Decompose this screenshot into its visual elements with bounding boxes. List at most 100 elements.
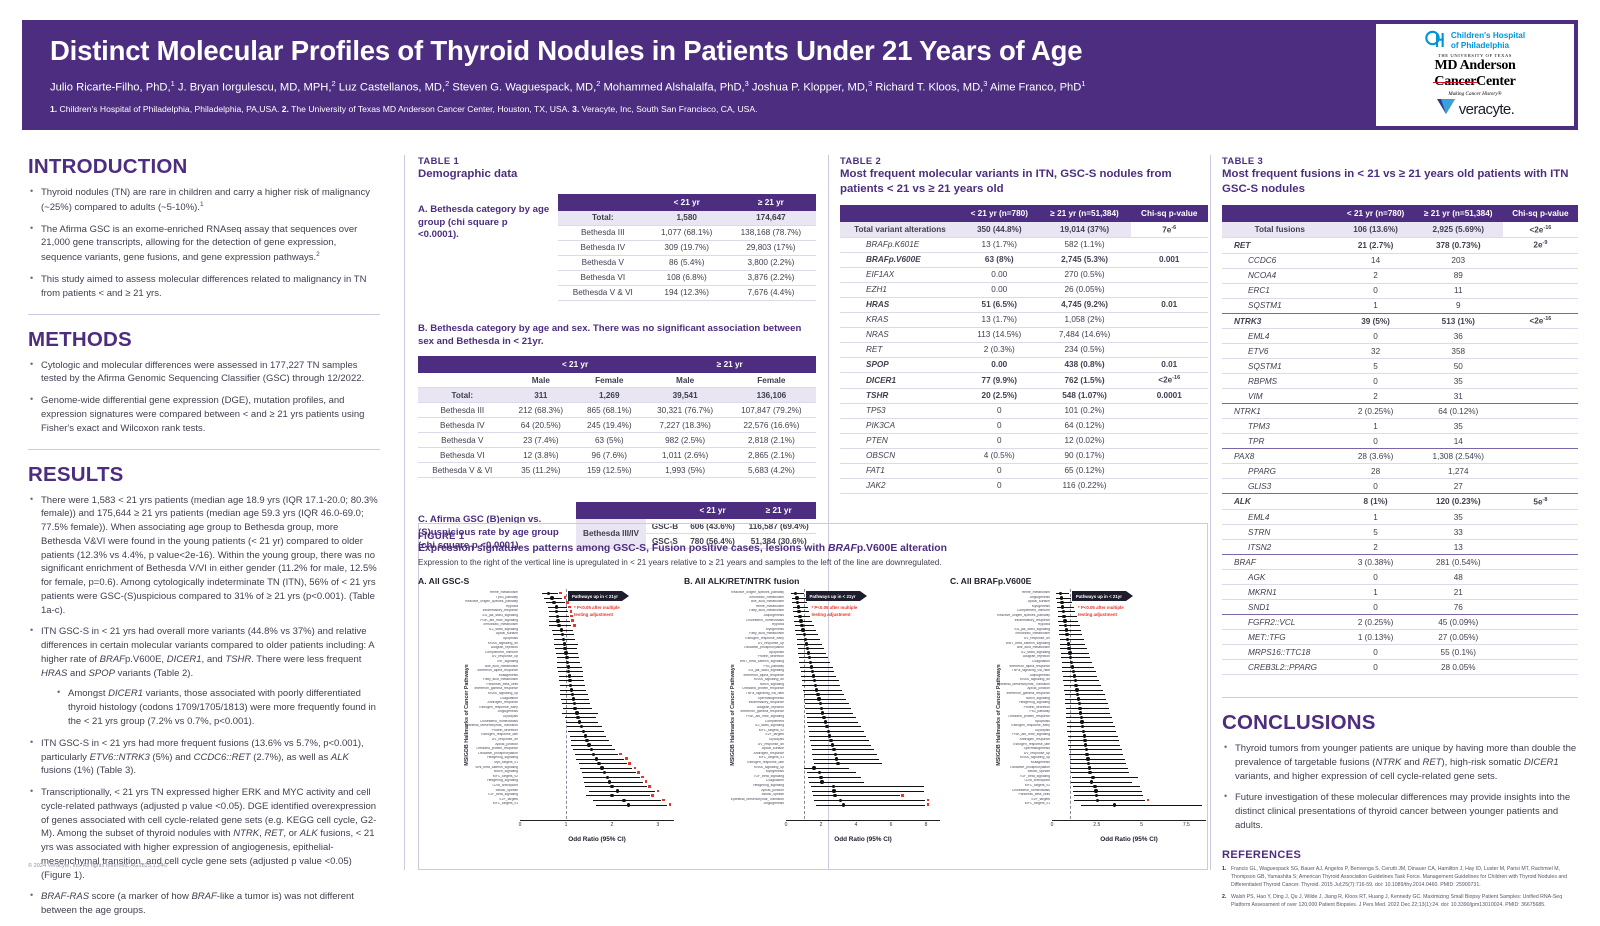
category-label: UV_response_dn [491, 738, 518, 741]
confidence-interval [800, 671, 835, 673]
point-estimate [602, 770, 607, 775]
panel-title: A. All GSC-S [418, 576, 470, 586]
cell-gene: TPM3 [1222, 418, 1338, 435]
point-estimate [1073, 678, 1077, 683]
point-estimate [817, 770, 821, 775]
column-table2: TABLE 2 Most frequent molecular variants… [840, 155, 1208, 494]
point-estimate [1086, 761, 1091, 766]
category-label: Myogenesis [765, 770, 784, 774]
banner-arrow-icon [859, 591, 867, 601]
point-estimate [793, 591, 798, 595]
confidence-interval [1062, 671, 1096, 673]
confidence-interval [558, 675, 584, 677]
confidence-interval [808, 726, 861, 728]
point-estimate [1071, 669, 1076, 674]
category-label: UV_response_up [757, 641, 784, 645]
cell: 136,106 [726, 387, 816, 404]
cell-gene: ITSN2 [1222, 539, 1338, 556]
forest-row [786, 623, 940, 628]
confidence-interval [812, 790, 925, 792]
table-row: SPOP 0.00 438 (0.8%) 0.01 [840, 357, 1208, 373]
confidence-interval [596, 804, 668, 806]
category-label: UV_response_up [1023, 751, 1050, 755]
confidence-interval [1074, 800, 1146, 801]
confidence-interval [566, 726, 602, 728]
cell-old: 36 [1413, 328, 1503, 345]
x-tick-labels: 0 2.5 5 7.5 [1051, 822, 1206, 832]
table3-kicker: TABLE 3 [1222, 155, 1264, 166]
point-estimate [610, 784, 614, 789]
confidence-interval [562, 703, 591, 705]
confidence-interval [801, 675, 837, 677]
table-row: MRPS16::TTC18 0 55 (0.1%) [1222, 644, 1578, 661]
category-label: Coagulation [499, 696, 518, 700]
category-label: Interferon_gamma_response [474, 687, 518, 691]
table-row-total: Total: 311 1,269 39,541 136,106 [418, 387, 816, 404]
table3: < 21 yr (n=780) ≥ 21 yr (n=51,384) Chi-s… [1222, 205, 1578, 676]
table-row: Bethesda III 212 (68.3%) 865 (68.1%) 30,321… [418, 402, 816, 419]
table-header-row: < 21 yr ≥ 21 yr [558, 193, 816, 211]
cell-young: 2 (0.25%) [1337, 614, 1414, 631]
confidence-interval [1060, 643, 1086, 645]
point-estimate [555, 614, 559, 618]
forest-row [520, 711, 674, 716]
significance-marker [570, 614, 573, 618]
cell: 30,321 (76.7%) [643, 402, 727, 419]
cell: 1,011 (2.6%) [643, 447, 727, 464]
category-label: Notch_signaling [759, 682, 784, 686]
cell-gene: ERC1 [1222, 283, 1338, 299]
forest-row [520, 660, 674, 665]
confidence-interval [1067, 735, 1118, 737]
category-label: Oxidative_phosphorylation [1010, 765, 1050, 769]
confidence-interval [1065, 708, 1109, 709]
confidence-interval [561, 698, 589, 700]
cell-pvalue: 0.01 [1130, 297, 1208, 313]
point-estimate [1076, 692, 1080, 697]
cell-pvalue [1502, 403, 1578, 420]
table-row: TP53 0 101 (0.2%) [840, 403, 1208, 419]
mda-center: Center [1476, 73, 1516, 89]
confidence-interval [1064, 689, 1104, 691]
category-label: Hedgehog_signaling [753, 783, 784, 787]
forest-row [520, 780, 674, 785]
confidence-interval [810, 744, 872, 746]
forest-row [786, 614, 940, 619]
confidence-interval [579, 767, 633, 769]
cell-pvalue [1130, 463, 1208, 479]
point-estimate [819, 775, 823, 779]
forest-row [520, 632, 674, 637]
forest-row [1052, 766, 1206, 771]
confidence-interval [557, 671, 583, 673]
point-estimate [569, 688, 574, 692]
significance-marker [648, 785, 651, 788]
table-row: NTRK1 2 (0.25%) 64 (0.12%) [1222, 403, 1578, 420]
table1c: < 21 yr ≥ 21 yr Bethesda III/IV GSC-B 60… [576, 502, 816, 550]
cell: Total: [558, 210, 648, 226]
category-label: Hypoxia [505, 604, 518, 608]
cell-gene: FGFR2::VCL [1222, 614, 1338, 631]
category-label: P53_pathway [763, 664, 784, 668]
cell-label: Total variant alterations [840, 222, 960, 238]
table-row: ERC1 0 11 [1222, 283, 1578, 299]
forest-row [1052, 637, 1206, 642]
cell-old: 33 [1413, 524, 1503, 541]
category-label: G2M_checkpoint [492, 783, 518, 787]
forest-row [786, 766, 940, 771]
forest-row [1052, 609, 1206, 614]
table-header: < 21 yr ≥ 21 yr [418, 356, 816, 374]
point-estimate [589, 747, 593, 752]
forest-row [520, 734, 674, 739]
forest-row [786, 711, 940, 716]
cell: 159 (12.5%) [575, 462, 644, 479]
point-estimate [833, 752, 838, 756]
category-label: PI3K_akt_mtor_signaling [1012, 733, 1050, 737]
list-item: Amongst DICER1 variants, those associate… [55, 686, 380, 728]
cell-young: 0 [959, 403, 1039, 419]
category-label: Androgen_response [753, 751, 784, 755]
forest-row [520, 701, 674, 706]
category-label: Hedgehog_signaling [487, 756, 518, 760]
confidence-interval [1065, 712, 1111, 714]
point-estimate [587, 743, 591, 747]
cell: GSC-S [646, 533, 684, 550]
cell-pvalue [1502, 253, 1578, 269]
